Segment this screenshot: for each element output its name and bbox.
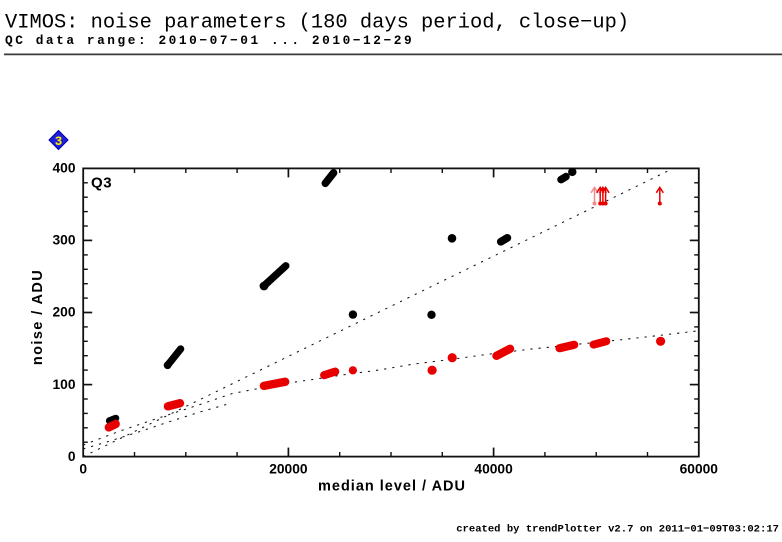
svg-text:3: 3 [55, 135, 63, 149]
svg-text:20000: 20000 [269, 461, 308, 476]
svg-text:QC data range: 2010−07−01 ...: QC data range: 2010−07−01 ... 2010−12−29 [5, 33, 414, 48]
svg-text:created by trendPlotter v2.7 o: created by trendPlotter v2.7 on 2011−01−… [456, 524, 779, 536]
svg-text:median level / ADU: median level / ADU [318, 479, 466, 495]
svg-text:VIMOS: noise parameters (180 d: VIMOS: noise parameters (180 days period… [5, 12, 629, 35]
svg-text:40000: 40000 [474, 461, 513, 476]
svg-text:0: 0 [79, 461, 87, 476]
svg-text:0: 0 [68, 449, 76, 464]
svg-text:200: 200 [52, 305, 75, 320]
svg-text:noise / ADU: noise / ADU [30, 269, 46, 365]
svg-text:400: 400 [52, 161, 75, 176]
svg-text:60000: 60000 [680, 461, 719, 476]
svg-text:Q3: Q3 [91, 174, 112, 191]
svg-text:300: 300 [52, 233, 75, 248]
svg-text:100: 100 [52, 377, 75, 392]
